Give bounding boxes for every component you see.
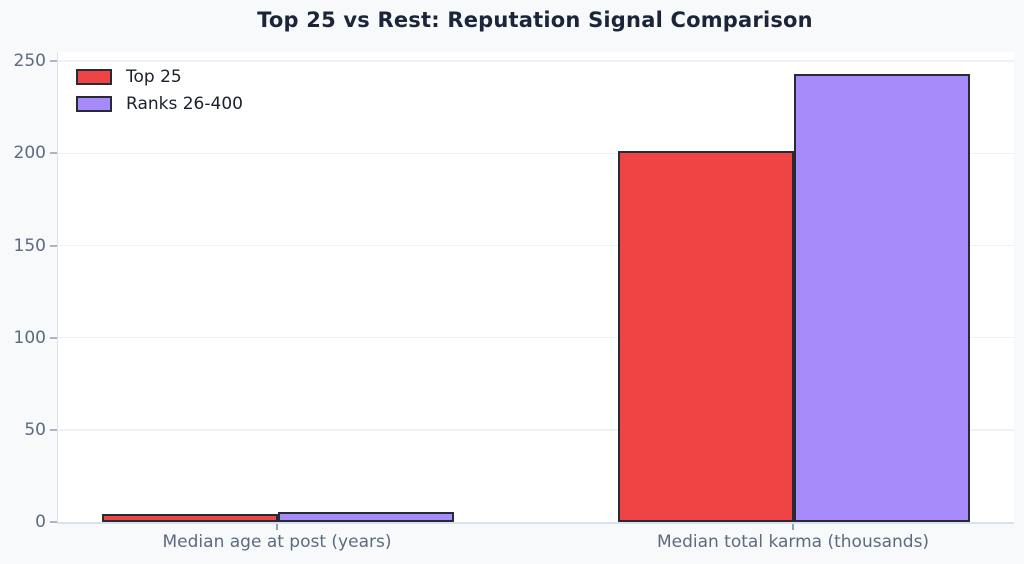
legend-entry-rest: Ranks 26-400: [76, 94, 243, 114]
gridline-200: [58, 152, 1014, 155]
gridline-150: [58, 244, 1014, 247]
legend-label-rest: Ranks 26-400: [126, 94, 243, 114]
y-tick-mark-0: [50, 521, 57, 523]
y-tick-mark-250: [50, 60, 57, 63]
plot-area: Top 25 Ranks 26-400: [57, 52, 1014, 524]
y-tick-mark-200: [50, 152, 57, 155]
y-tick-label-0: 0: [35, 512, 46, 532]
y-tick-label-250: 250: [13, 51, 46, 72]
legend-label-top25: Top 25: [126, 67, 182, 87]
y-tick-label-100: 100: [13, 327, 46, 348]
chart-title: Top 25 vs Rest: Reputation Signal Compar…: [257, 8, 813, 32]
y-tick-label-200: 200: [13, 143, 46, 164]
y-tick-label-50: 50: [24, 419, 46, 440]
x-category-label-0: Median age at post (years): [162, 532, 392, 552]
gridline-100: [58, 336, 1014, 339]
bar-top25-cat1: [618, 151, 794, 522]
y-tick-mark-150: [50, 244, 57, 247]
bar-rest-cat0: [278, 512, 454, 522]
x-tick-mark-0: [276, 524, 278, 530]
y-tick-mark-50: [50, 428, 57, 431]
y-tick-label-150: 150: [13, 235, 46, 256]
legend: Top 25 Ranks 26-400: [76, 67, 243, 121]
x-tick-mark-1: [792, 524, 794, 530]
legend-entry-top25: Top 25: [76, 67, 243, 87]
legend-swatch-rest: [76, 96, 112, 112]
legend-swatch-top25: [76, 69, 112, 85]
x-category-label-1: Median total karma (thousands): [656, 532, 930, 552]
bar-rest-cat1: [794, 73, 970, 522]
bar-top25-cat0: [102, 513, 278, 522]
y-tick-mark-100: [50, 336, 57, 339]
gridline-50: [58, 429, 1014, 431]
gridline-250: [58, 60, 1014, 62]
